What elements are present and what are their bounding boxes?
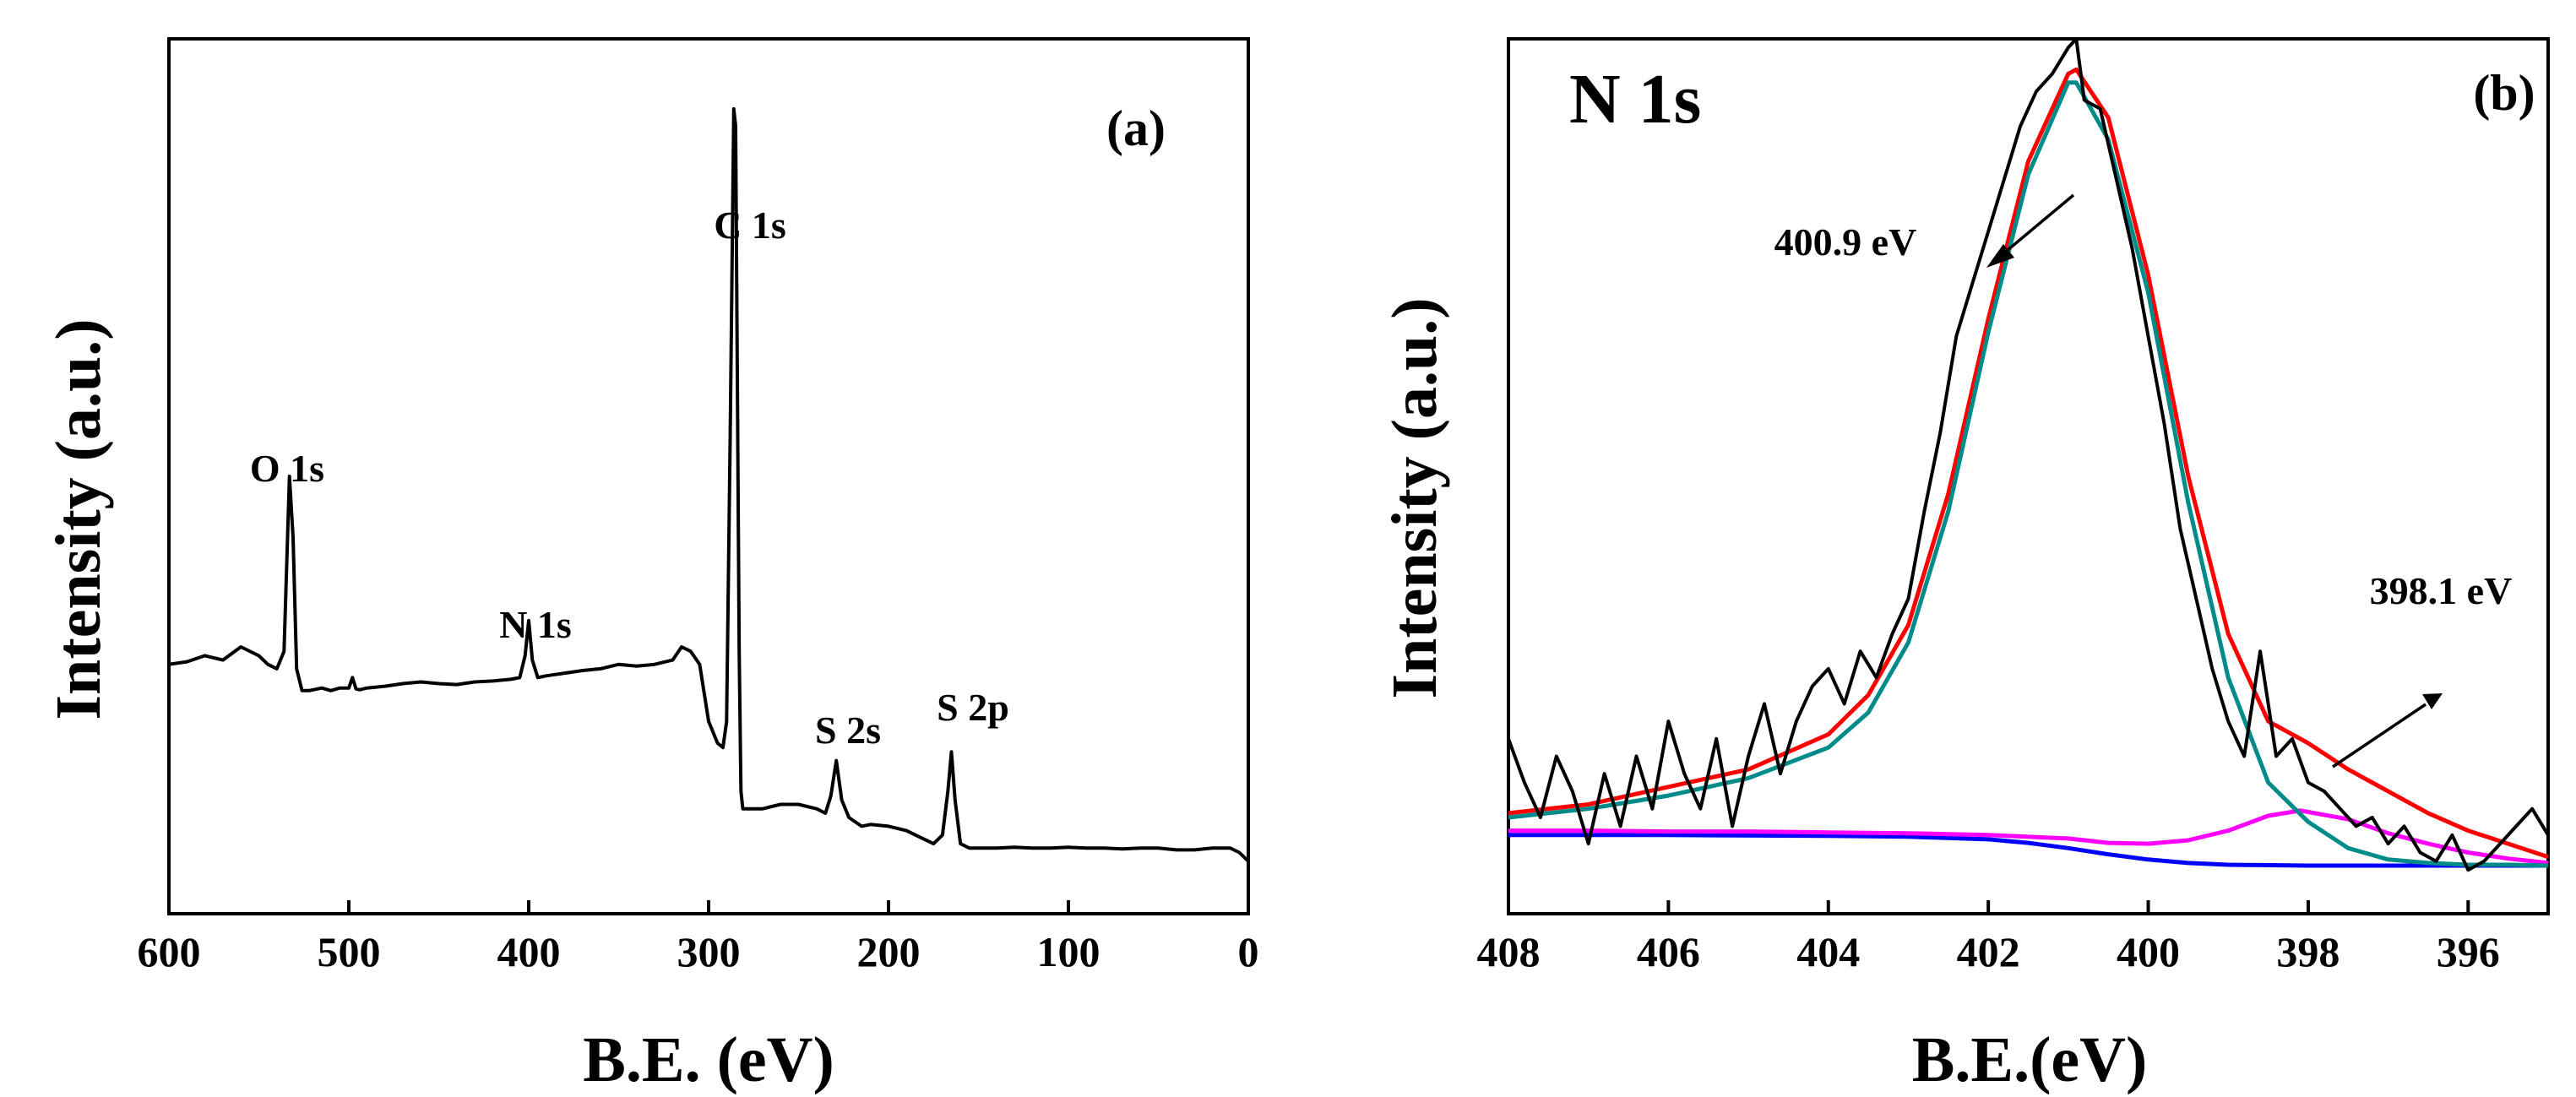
series-line-peak-400-9-ev — [1508, 80, 2549, 868]
peak-label-398-1-ev: 398.1 eV — [2370, 569, 2513, 612]
panel-a-label: (a) — [1106, 100, 1166, 156]
series-line-envelope — [1508, 67, 2549, 860]
series-line-peak-398-1-ev — [1508, 808, 2549, 866]
panel-b-label: (b) — [2473, 65, 2535, 121]
series-line-background — [1508, 833, 2548, 868]
n1s-spectrum-chart: 408 406 404 402 400 398 396 N 1s (b) 400.9 eV … — [1379, 37, 2550, 1095]
panel-a-peak-labels: O 1s N 1s C 1s S 2s S 2p — [250, 204, 1009, 752]
x-tick-label: 400 — [2117, 928, 2180, 975]
peak-label-400-9-ev: 400.9 eV — [1774, 220, 1917, 263]
x-tick-label: 200 — [857, 928, 921, 975]
panel-b-title: N 1s — [1569, 60, 1701, 138]
panel-a-y-axis-title: Intensity (a.u.) — [43, 318, 114, 720]
panel-b-plot-frame — [1507, 37, 2550, 915]
arrowhead-400-9-ev — [1986, 244, 2014, 268]
x-tick-label: 398 — [2276, 928, 2340, 975]
peak-label-s2s: S 2s — [815, 709, 881, 752]
panel-b-y-axis-title: Intensity (a.u.) — [1379, 297, 1450, 698]
x-tick-label: 408 — [1477, 928, 1541, 975]
peak-label-s2p: S 2p — [937, 686, 1009, 729]
annotation-arrows — [1986, 193, 2443, 768]
peak-label-o1s: O 1s — [250, 447, 324, 490]
x-tick-label: 402 — [1957, 928, 2020, 975]
x-tick-label: 100 — [1037, 928, 1101, 975]
arrow-400-9-ev — [2000, 193, 2075, 257]
series-line-raw — [1507, 37, 2550, 872]
x-tick-label: 396 — [2437, 928, 2500, 975]
arrowhead-398-1-ev — [2422, 693, 2443, 709]
x-tick-label: 404 — [1796, 928, 1860, 975]
x-tick-label: 300 — [677, 928, 741, 975]
peak-label-n1s: N 1s — [499, 603, 572, 646]
x-tick-label: 0 — [1238, 928, 1259, 975]
peak-label-c1s: C 1s — [714, 204, 786, 247]
survey-spectrum-chart: 600 500 400 300 200 100 0 O 1s N 1s C 1s S 2s … — [43, 37, 1259, 1095]
arrow-398-1-ev — [2332, 703, 2427, 768]
panel-b-x-ticks: 408 406 404 402 400 398 396 — [1477, 900, 2500, 975]
panel-b-series — [1507, 37, 2550, 872]
survey-spectrum-line — [168, 106, 1250, 863]
panel-b-x-axis-title: B.E.(eV) — [1912, 1024, 2148, 1095]
panel-a-x-ticks: 600 500 400 300 200 100 0 — [138, 900, 1259, 975]
panel-a-x-axis-title: B.E. (eV) — [583, 1024, 834, 1095]
x-tick-label: 500 — [318, 928, 381, 975]
panel-a-plot-frame — [167, 37, 1250, 915]
x-tick-label: 406 — [1637, 928, 1700, 975]
x-tick-label: 400 — [497, 928, 561, 975]
x-tick-label: 600 — [138, 928, 201, 975]
